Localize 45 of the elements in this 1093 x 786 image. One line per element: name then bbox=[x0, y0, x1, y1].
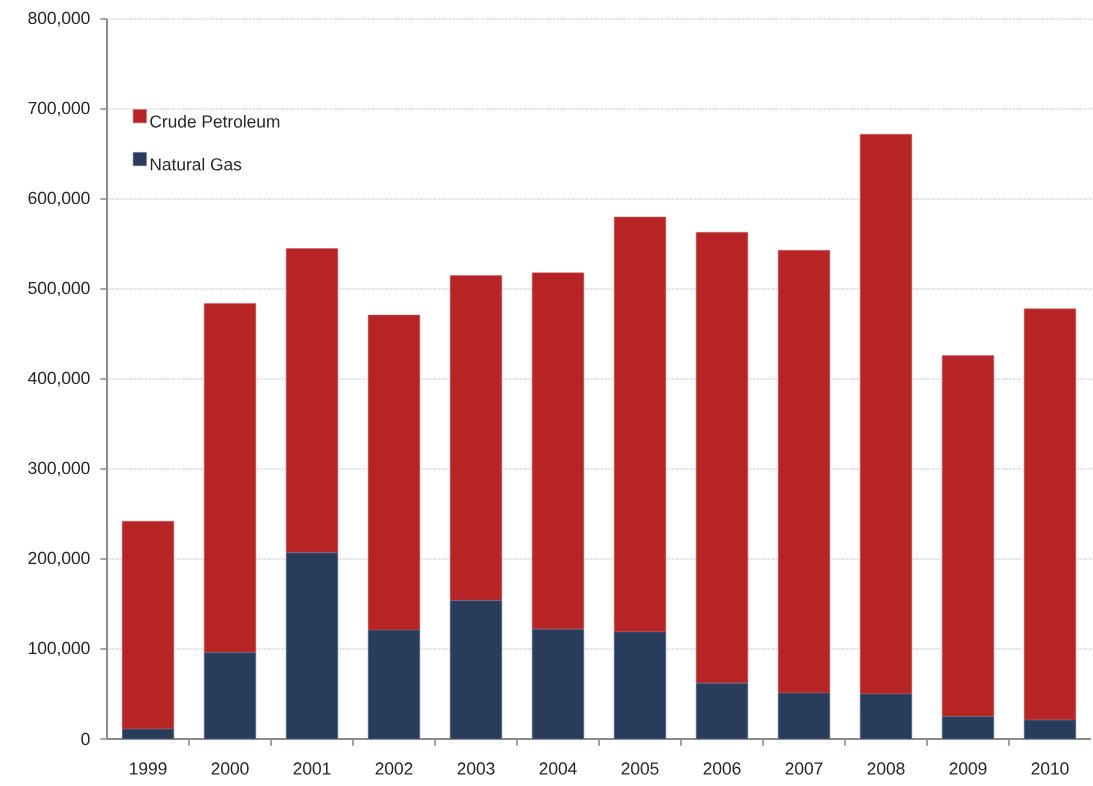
bar bbox=[613, 631, 667, 739]
bar bbox=[367, 629, 421, 739]
legend-label: Crude Petroleum bbox=[150, 114, 280, 128]
y-tick-label: 400,000 bbox=[28, 371, 90, 387]
x-tick-label: 2002 bbox=[375, 762, 413, 775]
bar bbox=[1023, 308, 1077, 721]
y-tick-label: 0 bbox=[81, 732, 90, 746]
bar bbox=[285, 248, 339, 553]
y-tick-label: 700,000 bbox=[28, 101, 90, 117]
y-tick-label: 100,000 bbox=[28, 641, 90, 657]
bar bbox=[777, 692, 831, 739]
x-tick-label: 2003 bbox=[457, 762, 495, 775]
y-tick-label: 600,000 bbox=[28, 191, 90, 207]
bar bbox=[203, 303, 257, 653]
bar bbox=[449, 600, 503, 739]
bar bbox=[859, 133, 913, 695]
legend-label: Natural Gas bbox=[150, 157, 242, 171]
bar bbox=[613, 216, 667, 633]
bar bbox=[859, 693, 913, 739]
bar bbox=[121, 520, 175, 730]
bar bbox=[531, 272, 585, 630]
x-tick-label: 2005 bbox=[621, 762, 659, 775]
x-tick-label: 2006 bbox=[703, 762, 741, 775]
x-tick-label: 2007 bbox=[785, 762, 823, 775]
bar bbox=[941, 355, 995, 717]
bar bbox=[695, 232, 749, 684]
bar bbox=[531, 628, 585, 739]
y-tick-label: 300,000 bbox=[28, 461, 90, 477]
y-tick-label: 500,000 bbox=[28, 281, 90, 297]
x-tick-label: 2009 bbox=[949, 762, 987, 775]
x-tick-label: 2000 bbox=[211, 762, 249, 775]
bar bbox=[203, 652, 257, 739]
bar bbox=[285, 552, 339, 739]
x-tick-label: 2008 bbox=[867, 762, 905, 775]
bar bbox=[449, 275, 503, 601]
bar bbox=[941, 716, 995, 739]
x-tick-label: 2010 bbox=[1031, 762, 1069, 775]
bar bbox=[695, 682, 749, 739]
x-tick-label: 2004 bbox=[539, 762, 577, 775]
bar bbox=[777, 250, 831, 694]
x-tick-label: 1999 bbox=[130, 762, 167, 775]
x-tick-label: 2001 bbox=[293, 762, 331, 775]
y-tick-label: 800,000 bbox=[28, 11, 90, 27]
bar bbox=[367, 314, 421, 631]
y-tick-label: 200,000 bbox=[28, 551, 90, 567]
